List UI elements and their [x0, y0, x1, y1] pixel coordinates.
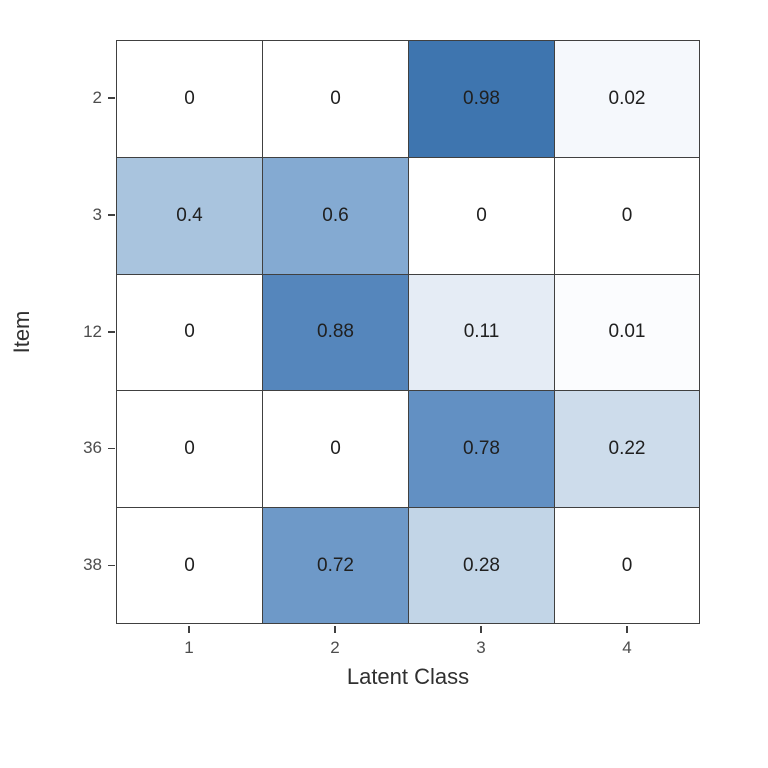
y-tick-label: 38: [83, 555, 102, 574]
x-tick: 3: [451, 638, 511, 658]
y-tick-label: 2: [93, 88, 102, 107]
heatmap-cell-value: 0.72: [317, 555, 354, 577]
heatmap-cell-value: 0: [622, 555, 633, 577]
x-tick: 2: [305, 638, 365, 658]
heatmap-cell: 0.4: [116, 157, 263, 275]
heatmap-cell-value: 0: [184, 438, 195, 460]
x-tick: 4: [597, 638, 657, 658]
heatmap-cell: 0.01: [554, 274, 700, 392]
heatmap-cell-value: 0.02: [609, 88, 646, 110]
heatmap-cell: 0: [116, 390, 263, 508]
heatmap-cell: 0: [116, 507, 263, 624]
heatmap-cell-value: 0.22: [609, 438, 646, 460]
heatmap-cell-value: 0.4: [176, 205, 202, 227]
heatmap-cell-value: 0: [476, 205, 487, 227]
heatmap-cell: 0.6: [262, 157, 409, 275]
y-tick-mark: [108, 448, 115, 450]
y-tick-mark: [108, 565, 115, 567]
heatmap-cell: 0: [116, 40, 263, 158]
heatmap-cell: 0.11: [408, 274, 555, 392]
y-tick-mark: [108, 331, 115, 333]
y-tick-label: 3: [93, 205, 102, 224]
heatmap-cell: 0.02: [554, 40, 700, 158]
x-tick-label: 1: [184, 638, 193, 657]
x-tick-mark: [626, 626, 628, 633]
x-tick: 1: [159, 638, 219, 658]
heatmap-cell: 0: [554, 157, 700, 275]
y-tick-mark: [108, 97, 115, 99]
heatmap-cell: 0: [262, 40, 409, 158]
heatmap-cell-value: 0: [622, 205, 633, 227]
heatmap-cell-value: 0: [330, 88, 341, 110]
x-axis-label: Latent Class: [258, 664, 558, 690]
heatmap-cell-value: 0.28: [463, 555, 500, 577]
heatmap-cell-value: 0: [184, 555, 195, 577]
heatmap-cell-value: 0.78: [463, 438, 500, 460]
x-tick-label: 4: [622, 638, 631, 657]
heatmap-cell-value: 0.98: [463, 88, 500, 110]
y-tick: 3: [0, 205, 102, 225]
heatmap-cell: 0.72: [262, 507, 409, 624]
x-tick-label: 3: [476, 638, 485, 657]
heatmap-cell-value: 0.6: [322, 205, 348, 227]
heatmap-cell: 0: [554, 507, 700, 624]
heatmap-cell: 0: [116, 274, 263, 392]
y-tick: 38: [0, 555, 102, 575]
y-tick-label: 36: [83, 438, 102, 457]
heatmap-plot-area: 0 0 0.98 0.02 0.4 0.6 0 0 0 0.88 0.11 0.01 0 0 0.78 0.2…: [116, 40, 700, 624]
y-axis-label: Item: [9, 282, 35, 382]
heatmap-cell: 0.98: [408, 40, 555, 158]
heatmap-cell: 0.22: [554, 390, 700, 508]
heatmap-cell-value: 0.01: [609, 321, 646, 343]
heatmap-cell-value: 0: [330, 438, 341, 460]
heatmap-cell-value: 0: [184, 321, 195, 343]
heatmap-cell: 0: [408, 157, 555, 275]
y-tick: 36: [0, 438, 102, 458]
x-tick-mark: [334, 626, 336, 633]
heatmap-cell: 0.88: [262, 274, 409, 392]
x-tick-label: 2: [330, 638, 339, 657]
y-tick: 2: [0, 88, 102, 108]
x-tick-mark: [188, 626, 190, 633]
heatmap-cell-value: 0.88: [317, 321, 354, 343]
heatmap-cell: 0: [262, 390, 409, 508]
y-tick-mark: [108, 214, 115, 216]
x-tick-mark: [480, 626, 482, 633]
y-tick-label: 12: [83, 322, 102, 341]
heatmap-cell: 0.78: [408, 390, 555, 508]
heatmap-cell-value: 0.11: [464, 321, 500, 343]
heatmap-cell-value: 0: [184, 88, 195, 110]
heatmap-cell: 0.28: [408, 507, 555, 624]
